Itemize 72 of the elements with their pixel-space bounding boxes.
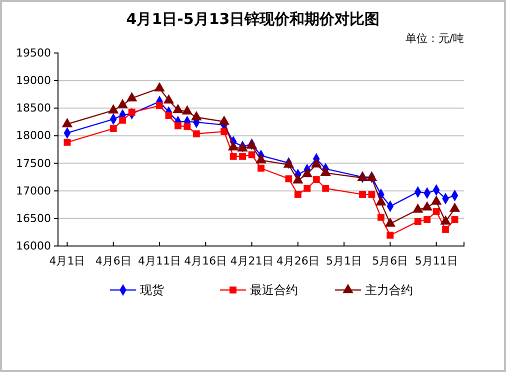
point — [451, 216, 458, 223]
point — [424, 216, 431, 223]
y-tick-label: 17500 — [16, 156, 51, 170]
point — [126, 92, 138, 102]
point — [192, 130, 200, 138]
point — [218, 115, 230, 125]
point — [449, 202, 460, 212]
point — [128, 108, 136, 116]
point — [182, 105, 193, 115]
point — [62, 118, 73, 128]
point — [156, 102, 163, 110]
point — [174, 122, 182, 130]
point — [430, 195, 442, 205]
point — [377, 214, 384, 221]
point — [386, 232, 394, 239]
point — [368, 190, 376, 198]
y-tick-label: 18000 — [16, 129, 51, 142]
point — [320, 166, 331, 176]
point — [292, 174, 304, 184]
point — [64, 138, 71, 146]
point — [256, 154, 266, 164]
point — [432, 208, 440, 215]
point — [191, 111, 202, 120]
point — [304, 184, 311, 192]
x-tick-label: 5月6日 — [372, 254, 408, 268]
y-tick-label: 17000 — [16, 184, 51, 198]
point — [312, 176, 320, 184]
point — [414, 218, 422, 225]
x-tick-label: 5月1日 — [326, 254, 362, 268]
point — [440, 215, 451, 225]
point — [110, 125, 117, 132]
point — [184, 123, 191, 130]
x-tick-label: 4月26日 — [276, 254, 320, 268]
y-tick-label: 19000 — [16, 74, 51, 88]
point — [310, 158, 322, 168]
y-tick-label: 16500 — [16, 212, 51, 225]
point — [154, 82, 165, 92]
text: 单位：元/吨 — [405, 32, 464, 45]
point — [442, 226, 450, 233]
x-tick-label: 4月6日 — [95, 254, 132, 268]
point — [117, 98, 128, 108]
y-tick-label: 19500 — [16, 46, 51, 60]
point — [376, 196, 386, 206]
legend-label: 主力合约 — [365, 283, 413, 297]
point — [412, 203, 424, 213]
point — [108, 104, 119, 114]
point — [239, 152, 246, 160]
point — [422, 201, 432, 210]
x-tick-label: 4月11日 — [138, 254, 181, 268]
point — [172, 104, 184, 114]
point — [384, 217, 396, 227]
x-tick-label: 4月1日 — [49, 254, 86, 268]
point — [285, 175, 292, 182]
point — [294, 190, 302, 198]
point — [165, 112, 172, 120]
point — [359, 190, 366, 198]
point — [322, 184, 330, 192]
point — [228, 141, 239, 150]
point — [230, 152, 237, 160]
legend-label: 最近合约 — [250, 283, 298, 297]
x-tick-label: 5月11日 — [414, 254, 458, 268]
y-tick-label: 16000 — [16, 240, 51, 253]
x-tick-label: 4月21日 — [230, 254, 274, 268]
point — [258, 164, 264, 172]
point — [119, 116, 126, 124]
x-tick-label: 4月16日 — [184, 254, 228, 268]
point — [220, 128, 228, 136]
legend-label: 现货 — [140, 283, 164, 297]
point — [302, 168, 313, 178]
y-tick-label: 18500 — [16, 102, 51, 115]
point — [163, 94, 174, 104]
chart-title: 4月1日-5月13日锌现价和期价对比图 — [126, 10, 380, 28]
